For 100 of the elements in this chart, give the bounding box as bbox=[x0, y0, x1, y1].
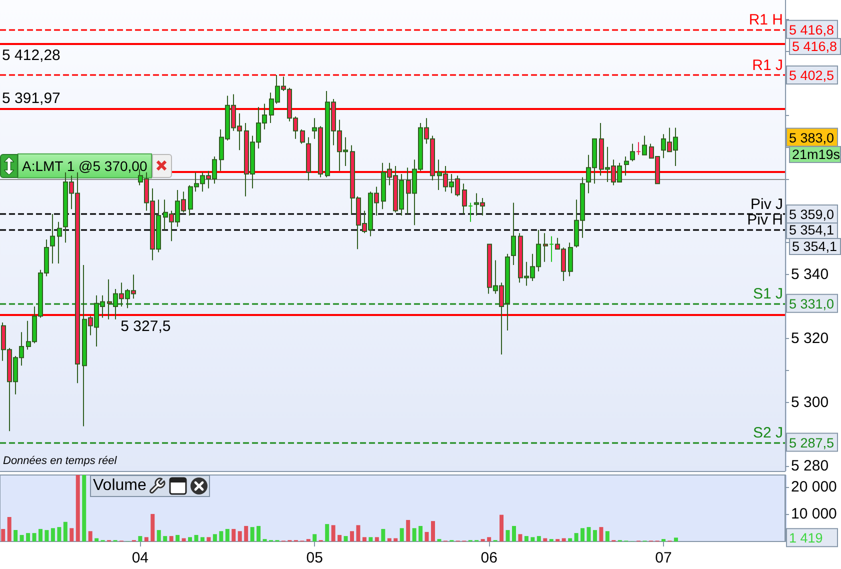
bar bbox=[14, 530, 18, 542]
y-tick-label: 5 354,1 bbox=[789, 222, 834, 238]
bar bbox=[674, 538, 678, 542]
bar bbox=[94, 538, 99, 542]
bar bbox=[44, 530, 49, 542]
bar bbox=[244, 526, 248, 542]
bar bbox=[574, 533, 578, 542]
bar bbox=[518, 534, 522, 542]
x-tick-label: 05 bbox=[306, 550, 323, 566]
bar bbox=[38, 528, 42, 542]
candlestick bbox=[549, 236, 554, 262]
bar bbox=[26, 533, 30, 542]
bar bbox=[182, 538, 186, 542]
bar bbox=[63, 522, 68, 542]
bar bbox=[169, 536, 174, 542]
bar bbox=[194, 534, 198, 542]
bar bbox=[562, 538, 566, 542]
bar bbox=[338, 534, 342, 542]
ref-line-label: Piv J bbox=[750, 196, 783, 213]
y-tick-label: 5 287,5 bbox=[789, 435, 834, 450]
ref-line-label: 5 391,97 bbox=[2, 88, 60, 108]
bar bbox=[82, 475, 86, 542]
bar bbox=[238, 531, 242, 542]
bar bbox=[144, 537, 148, 542]
bar bbox=[312, 534, 317, 542]
bar bbox=[374, 537, 379, 542]
ref-line-label: S1 J bbox=[752, 285, 783, 302]
candlestick bbox=[630, 143, 635, 162]
bar bbox=[7, 516, 12, 542]
bar bbox=[605, 531, 610, 542]
y-tick-label: 5 320 bbox=[791, 330, 829, 347]
bar bbox=[381, 528, 386, 542]
bar bbox=[400, 528, 404, 542]
bar bbox=[580, 528, 585, 542]
y-tick-label: 5 280 bbox=[791, 458, 829, 475]
bar bbox=[418, 526, 423, 542]
bar bbox=[362, 537, 366, 542]
bar bbox=[188, 537, 192, 542]
ref-line-label: A:LMT 1 @5 370,00 bbox=[22, 158, 148, 174]
bar bbox=[568, 538, 572, 542]
candlestick bbox=[511, 202, 516, 266]
bar bbox=[219, 531, 224, 542]
annotation: Données en temps réel bbox=[3, 455, 117, 467]
y-tick-label: 5 340 bbox=[791, 266, 829, 284]
x-tick-label: 07 bbox=[655, 550, 672, 566]
candlestick bbox=[642, 135, 647, 156]
y-tick-label: 5 331,0 bbox=[789, 296, 834, 312]
bar bbox=[206, 537, 211, 542]
candlestick bbox=[543, 232, 548, 262]
candlestick bbox=[568, 242, 573, 277]
y-tick-label: 5 383,0 bbox=[789, 130, 834, 146]
ref-line-label: 5 412,28 bbox=[2, 46, 60, 65]
bar bbox=[536, 536, 541, 542]
bar bbox=[430, 521, 435, 542]
bar bbox=[20, 534, 24, 542]
bar bbox=[331, 525, 336, 542]
bar bbox=[138, 536, 142, 542]
bar bbox=[325, 524, 330, 542]
ref-line-label: S2 J bbox=[752, 424, 783, 442]
y-tick-label: 5 300 bbox=[791, 394, 829, 411]
bar bbox=[88, 531, 92, 542]
bar bbox=[57, 527, 62, 542]
bar bbox=[1, 528, 6, 542]
ref-line-label: R1 J bbox=[752, 57, 783, 74]
bar bbox=[32, 533, 36, 542]
ref-line-label: 5 327,5 bbox=[120, 316, 171, 336]
candlestick bbox=[636, 142, 641, 156]
bar bbox=[394, 538, 398, 542]
bar bbox=[487, 537, 492, 542]
bar bbox=[212, 534, 217, 542]
bar bbox=[200, 537, 204, 542]
x-tick-label: 04 bbox=[132, 550, 149, 566]
bar bbox=[70, 528, 74, 542]
bar bbox=[592, 530, 597, 542]
bar bbox=[368, 537, 373, 542]
bar bbox=[500, 514, 504, 542]
bar bbox=[530, 537, 535, 542]
ref-line-label: R1 H bbox=[748, 11, 783, 28]
bar bbox=[599, 527, 604, 542]
y-tick-label: 20 000 bbox=[791, 478, 837, 496]
bar bbox=[586, 527, 591, 542]
bar bbox=[156, 530, 161, 542]
bar bbox=[163, 536, 168, 542]
bar bbox=[412, 528, 416, 542]
bar bbox=[506, 530, 510, 542]
bar bbox=[76, 475, 80, 542]
bar bbox=[250, 527, 254, 542]
candlestick bbox=[50, 213, 55, 264]
y-tick-label: 5 359,0 bbox=[789, 206, 834, 222]
y-tick-label: 5 416,8 bbox=[789, 22, 834, 38]
y-tick-label: 1 419 bbox=[789, 530, 823, 546]
bar bbox=[512, 526, 516, 542]
bar bbox=[356, 525, 360, 542]
bar bbox=[344, 536, 348, 542]
candlestick bbox=[306, 136, 311, 181]
bar bbox=[387, 538, 392, 542]
candlestick bbox=[57, 221, 62, 264]
text: 21m19s bbox=[789, 146, 841, 163]
y-tick-label: 5 402,5 bbox=[789, 68, 834, 84]
chart-title: Volume bbox=[93, 477, 146, 495]
